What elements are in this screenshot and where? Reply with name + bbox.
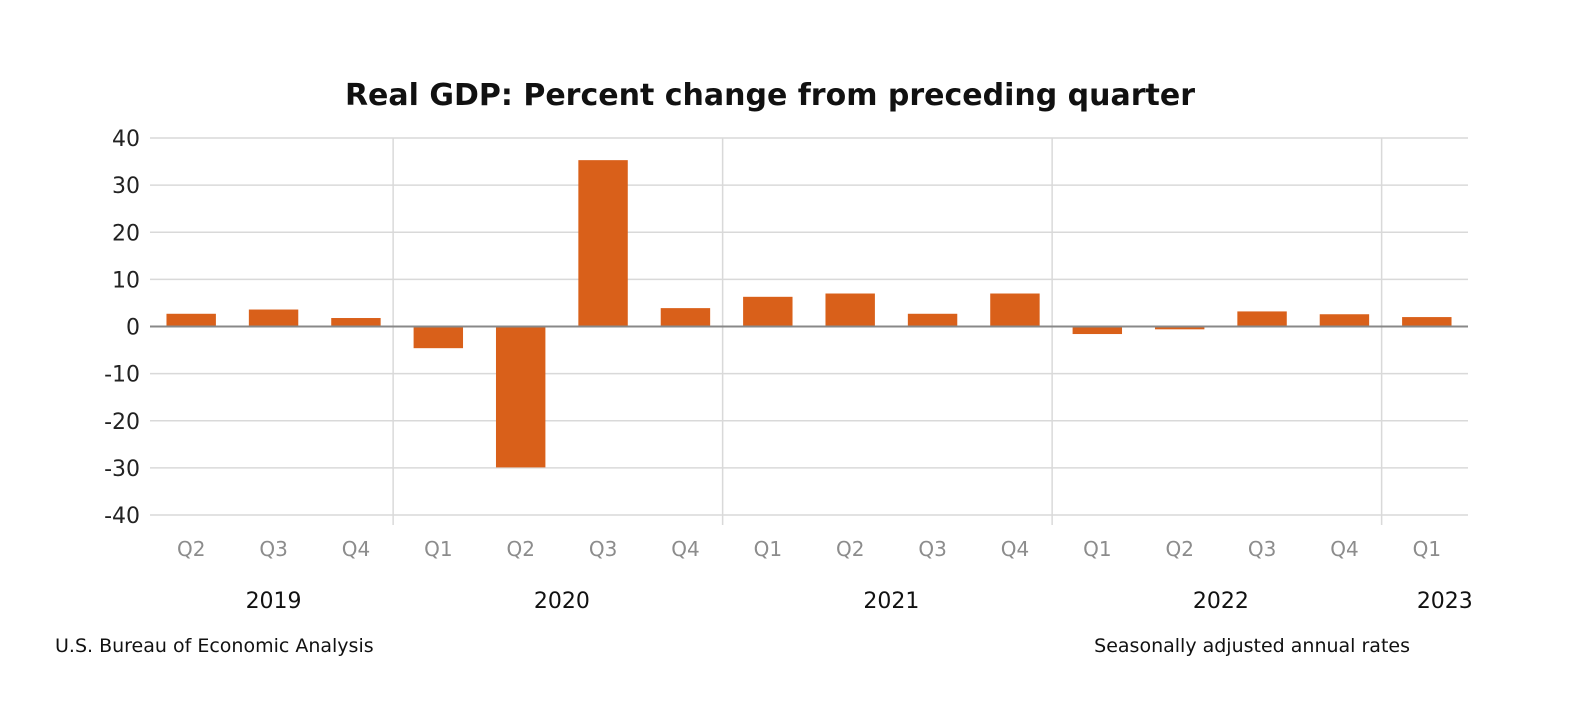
bar: [495, 326, 546, 468]
x-tick-label: Q4: [1330, 537, 1358, 561]
bar: [1402, 317, 1452, 327]
bar: [248, 309, 299, 327]
x-tick-label: Q4: [1001, 537, 1029, 561]
x-tick-label: Q2: [1165, 537, 1193, 561]
y-tick-label: 10: [112, 268, 140, 293]
x-tick-label: Q3: [1248, 537, 1276, 561]
year-label: 2023: [1417, 589, 1473, 614]
y-tick-label: 0: [126, 316, 140, 341]
year-label: 2021: [863, 589, 919, 614]
bar: [825, 293, 875, 327]
year-label: 2022: [1193, 589, 1249, 614]
bar: [1319, 314, 1370, 327]
bar: [1154, 326, 1205, 330]
x-tick-label: Q3: [918, 537, 946, 561]
year-label: 2019: [246, 589, 302, 614]
y-tick-label: -20: [104, 410, 140, 435]
y-tick-label: -40: [104, 504, 140, 529]
bar: [331, 318, 381, 327]
x-tick-label: Q3: [259, 537, 287, 561]
x-tick-label: Q4: [671, 537, 699, 561]
chart-title: Real GDP: Percent change from preceding …: [345, 78, 1195, 113]
bar: [578, 160, 628, 327]
x-tick-label: Q2: [836, 537, 864, 561]
bar: [166, 313, 216, 327]
x-tick-label: Q1: [1083, 537, 1111, 561]
bar: [990, 293, 1040, 327]
bar: [1072, 326, 1123, 335]
bar: [413, 326, 464, 349]
x-tick-label: Q4: [342, 537, 370, 561]
y-tick-label: -10: [104, 363, 140, 388]
note-label: Seasonally adjusted annual rates: [1094, 635, 1410, 657]
bar: [743, 296, 793, 327]
x-tick-label: Q1: [424, 537, 452, 561]
bar: [1237, 311, 1287, 327]
x-tick-label: Q3: [589, 537, 617, 561]
y-tick-label: 30: [112, 174, 140, 199]
y-tick-label: 40: [112, 127, 140, 152]
x-tick-label: Q2: [506, 537, 534, 561]
x-tick-label: Q1: [1413, 537, 1441, 561]
year-label: 2020: [534, 589, 590, 614]
y-tick-label: -30: [104, 457, 140, 482]
x-tick-label: Q1: [754, 537, 782, 561]
source-label: U.S. Bureau of Economic Analysis: [55, 635, 374, 657]
bar: [660, 308, 711, 327]
bar: [907, 313, 958, 327]
y-tick-label: 20: [112, 221, 140, 246]
x-tick-label: Q2: [177, 537, 205, 561]
